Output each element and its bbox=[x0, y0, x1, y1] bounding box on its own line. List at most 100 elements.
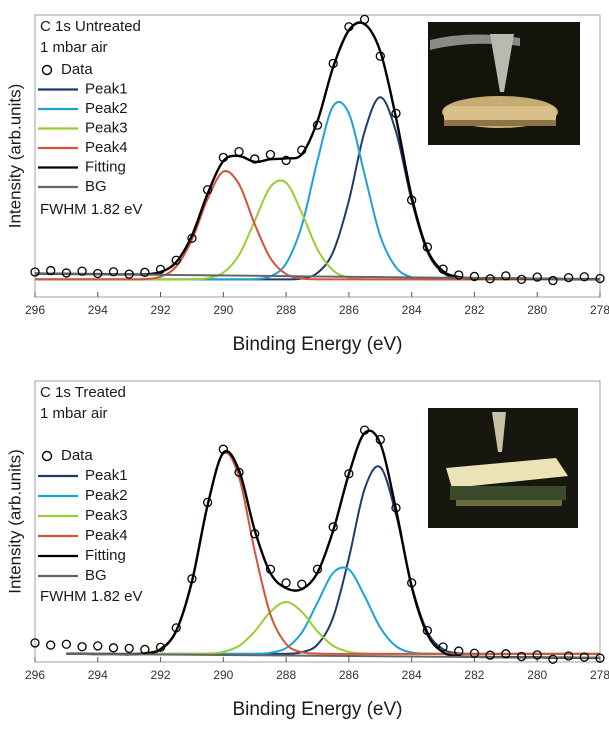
data-point bbox=[250, 154, 260, 164]
legend-label: Peak3 bbox=[85, 119, 128, 136]
data-point bbox=[312, 120, 323, 130]
legend-label: BG bbox=[85, 567, 107, 584]
data-point bbox=[202, 185, 213, 195]
x-tick-label: 278 bbox=[590, 668, 609, 682]
legend-label: Data bbox=[61, 61, 93, 78]
data-point bbox=[124, 269, 134, 279]
data-point bbox=[501, 271, 511, 281]
data-point bbox=[218, 444, 228, 454]
data-point bbox=[171, 623, 181, 633]
data-point bbox=[281, 578, 291, 588]
x-tick-label: 280 bbox=[527, 303, 547, 317]
data-point bbox=[375, 435, 385, 445]
x-tick-label: 280 bbox=[527, 668, 547, 682]
legend-label: Fitting bbox=[85, 547, 126, 564]
data-point bbox=[532, 272, 542, 282]
data-point bbox=[532, 650, 542, 660]
plot-frame bbox=[34, 380, 601, 663]
data-point bbox=[187, 233, 197, 243]
data-point bbox=[548, 275, 558, 286]
data-point bbox=[485, 274, 495, 284]
data-point bbox=[407, 195, 417, 205]
data-point bbox=[187, 574, 197, 584]
legend-label: BG bbox=[85, 178, 107, 195]
data-point bbox=[250, 529, 260, 539]
panel: 296 294 292 290 288 286 284 282 280 278 Binding En… bbox=[5, 14, 609, 355]
data-point bbox=[344, 22, 354, 32]
panel-title: C 1s Untreated bbox=[40, 18, 141, 35]
data-point bbox=[124, 643, 134, 654]
data-point bbox=[77, 266, 87, 276]
x-tick-label: 282 bbox=[464, 303, 484, 317]
legend-label: Data bbox=[61, 447, 93, 464]
data-point bbox=[563, 651, 574, 661]
legend-label: Peak4 bbox=[85, 139, 128, 156]
data-point bbox=[422, 242, 433, 252]
x-axis-label: Binding Energy (eV) bbox=[232, 334, 402, 355]
data-point bbox=[422, 625, 433, 636]
x-tick-label: 294 bbox=[88, 303, 108, 317]
panel-title: C 1s Treated bbox=[40, 384, 126, 401]
data-point bbox=[30, 267, 40, 277]
x-tick-label: 282 bbox=[464, 668, 484, 682]
legend-label: Peak1 bbox=[85, 467, 128, 484]
data-point bbox=[438, 264, 448, 274]
legend-label: Peak2 bbox=[85, 100, 128, 117]
data-point bbox=[155, 642, 166, 652]
x-tick-label: 284 bbox=[402, 303, 422, 317]
data-point bbox=[391, 503, 401, 513]
data-point bbox=[563, 272, 574, 283]
data-point bbox=[93, 641, 103, 651]
panel-subtitle: 1 mbar air bbox=[40, 405, 108, 422]
x-tick-label: 286 bbox=[339, 303, 359, 317]
inset-photo bbox=[428, 408, 578, 528]
data-point bbox=[297, 579, 307, 589]
data-point bbox=[46, 640, 56, 650]
x-tick-label: 290 bbox=[213, 668, 233, 682]
data-point bbox=[155, 264, 166, 275]
x-tick-label: 288 bbox=[276, 303, 296, 317]
series-line bbox=[35, 179, 601, 281]
data-point bbox=[61, 639, 72, 649]
panel: 296 294 292 290 288 286 284 282 280 278 Binding En… bbox=[5, 380, 609, 720]
data-point bbox=[30, 638, 40, 648]
data-point bbox=[297, 145, 307, 155]
data-point bbox=[469, 648, 480, 658]
data-point bbox=[391, 108, 401, 119]
data-point bbox=[218, 152, 228, 163]
data-point bbox=[579, 652, 589, 662]
data-point bbox=[595, 273, 605, 284]
data-point bbox=[281, 155, 291, 166]
data-point bbox=[548, 654, 558, 664]
legend-label: Peak1 bbox=[85, 80, 128, 97]
data-point bbox=[61, 268, 72, 278]
data-point bbox=[202, 497, 213, 508]
data-point bbox=[485, 650, 495, 660]
data-point bbox=[454, 646, 464, 656]
legend-label: Peak3 bbox=[85, 507, 128, 524]
y-axis-label: Intensity (arb.units) bbox=[5, 84, 24, 229]
data-point bbox=[234, 467, 244, 478]
x-tick-label: 292 bbox=[151, 668, 171, 682]
series-line bbox=[34, 272, 601, 281]
data-point bbox=[171, 255, 181, 265]
legend-marker bbox=[41, 64, 53, 76]
x-tick-label: 278 bbox=[590, 303, 609, 317]
x-tick-label: 294 bbox=[88, 668, 108, 682]
x-tick-label: 284 bbox=[402, 668, 422, 682]
data-point bbox=[516, 274, 527, 285]
x-tick-label: 296 bbox=[25, 668, 45, 682]
panel-subtitle: 1 mbar air bbox=[40, 39, 108, 56]
data-point bbox=[77, 642, 87, 652]
data-point bbox=[579, 272, 589, 282]
data-point bbox=[108, 267, 119, 277]
data-point bbox=[328, 522, 338, 532]
data-point bbox=[595, 653, 605, 663]
data-point bbox=[140, 267, 150, 277]
x-axis-label: Binding Energy (eV) bbox=[232, 699, 402, 720]
data-point bbox=[312, 564, 323, 574]
x-tick-label: 296 bbox=[25, 303, 45, 317]
data-point bbox=[265, 149, 276, 160]
data-point bbox=[454, 270, 464, 280]
